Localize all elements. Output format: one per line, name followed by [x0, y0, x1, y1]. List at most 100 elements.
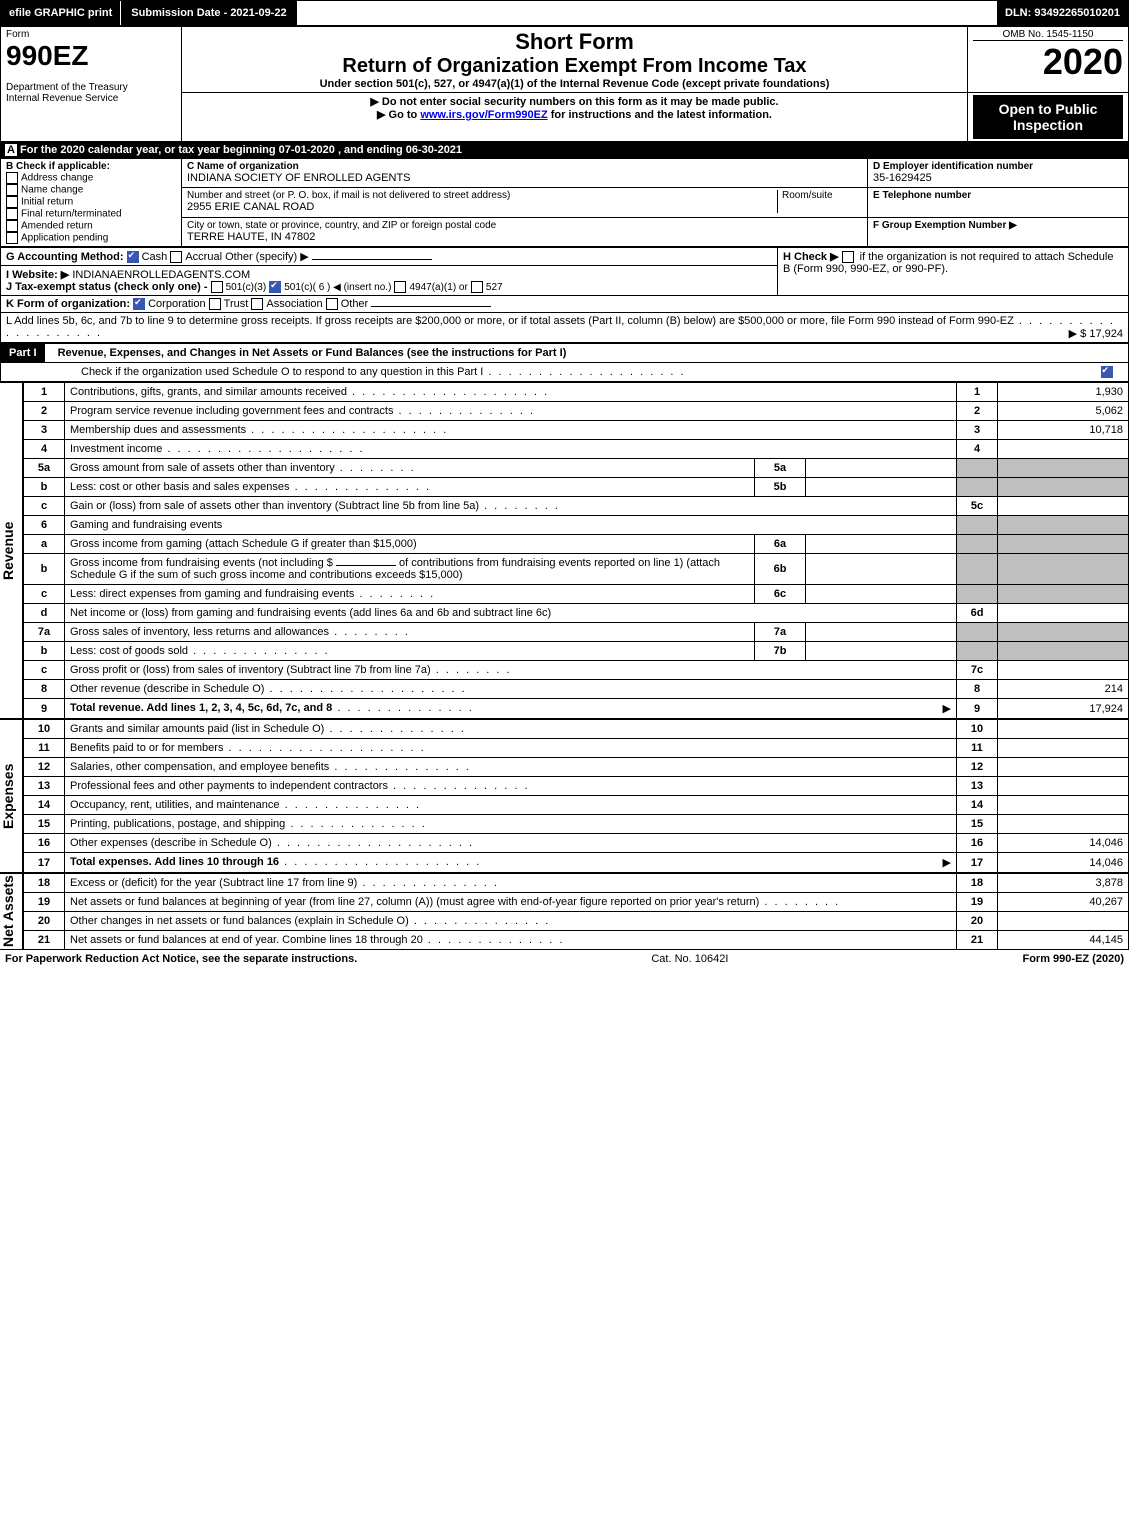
- line-4-desc: Investment income: [65, 440, 957, 459]
- part1-check-line: Check if the organization used Schedule …: [81, 366, 686, 378]
- part1-header: Part I Revenue, Expenses, and Changes in…: [0, 343, 1129, 382]
- j-501c-checkbox[interactable]: [269, 281, 281, 293]
- line-10-desc: Grants and similar amounts paid (list in…: [65, 720, 957, 739]
- efile-print-button[interactable]: efile GRAPHIC print: [1, 1, 121, 25]
- line-18-ref: 18: [957, 874, 998, 893]
- h-checkbox[interactable]: [842, 251, 854, 263]
- line-6a-sub: 6a: [755, 535, 806, 554]
- line-5c-ref: 5c: [957, 497, 998, 516]
- line-7c-ref: 7c: [957, 661, 998, 680]
- line-12-desc: Salaries, other compensation, and employ…: [65, 758, 957, 777]
- line-12-amt: [998, 758, 1129, 777]
- k-assoc-checkbox[interactable]: [251, 298, 263, 310]
- g-accrual-label: Accrual: [185, 251, 222, 263]
- netassets-side-label: Net Assets: [0, 873, 23, 950]
- e-phone-label: E Telephone number: [873, 190, 1123, 201]
- part1-schedule-o-checkbox[interactable]: [1101, 366, 1113, 378]
- c-name-label: C Name of organization: [187, 161, 862, 172]
- return-title: Return of Organization Exempt From Incom…: [187, 55, 962, 78]
- line-5b-desc: Less: cost or other basis and sales expe…: [65, 478, 755, 497]
- i-website-label: I Website: ▶: [6, 269, 69, 281]
- j-527-checkbox[interactable]: [471, 281, 483, 293]
- line-4-amt: [998, 440, 1129, 459]
- j-opt-0: 501(c)(3): [226, 282, 267, 293]
- line-6d-desc: Net income or (loss) from gaming and fun…: [65, 604, 957, 623]
- tax-year: 2020: [973, 41, 1123, 83]
- line-10-ref: 10: [957, 720, 998, 739]
- g-accrual-checkbox[interactable]: [170, 251, 182, 263]
- entity-info-grid: B Check if applicable: Address change Na…: [0, 158, 1129, 247]
- line-5c-desc: Gain or (loss) from sale of assets other…: [65, 497, 957, 516]
- check-initial-return[interactable]: Initial return: [6, 196, 176, 208]
- check-application-pending[interactable]: Application pending: [6, 232, 176, 244]
- page-footer: For Paperwork Reduction Act Notice, see …: [0, 950, 1129, 968]
- line-11-desc: Benefits paid to or for members: [65, 739, 957, 758]
- submission-date-label: Submission Date - 2021-09-22: [121, 1, 296, 25]
- line-14-amt: [998, 796, 1129, 815]
- part1-label: Part I: [1, 344, 45, 362]
- dept-label: Department of the Treasury: [6, 82, 176, 93]
- room-suite-label: Room/suite: [777, 190, 862, 213]
- line-13-amt: [998, 777, 1129, 796]
- form-word: Form: [6, 29, 176, 40]
- line-2-desc: Program service revenue including govern…: [65, 402, 957, 421]
- form-number: 990EZ: [6, 40, 176, 72]
- line-9-desc: Total revenue. Add lines 1, 2, 3, 4, 5c,…: [65, 699, 957, 719]
- city-label: City or town, state or province, country…: [187, 220, 862, 231]
- line-18-desc: Excess or (deficit) for the year (Subtra…: [65, 874, 957, 893]
- city-value: TERRE HAUTE, IN 47802: [187, 231, 862, 243]
- netassets-table: 18Excess or (deficit) for the year (Subt…: [23, 873, 1129, 950]
- line-14-ref: 14: [957, 796, 998, 815]
- line-21-desc: Net assets or fund balances at end of ye…: [65, 931, 957, 950]
- j-label: J Tax-exempt status (check only one) -: [6, 281, 208, 293]
- check-final-return[interactable]: Final return/terminated: [6, 208, 176, 220]
- line-6d-amt: [998, 604, 1129, 623]
- line-19-desc: Net assets or fund balances at beginning…: [65, 893, 957, 912]
- omb-number: OMB No. 1545-1150: [973, 29, 1123, 41]
- street-value: 2955 ERIE CANAL ROAD: [187, 201, 777, 213]
- expenses-side-label: Expenses: [0, 719, 23, 873]
- check-address-change[interactable]: Address change: [6, 172, 176, 184]
- dln-label: DLN: 93492265010201: [997, 1, 1128, 25]
- line-8-amt: 214: [998, 680, 1129, 699]
- j-opt-1: 501(c)( 6 ) ◀ (insert no.): [284, 282, 391, 293]
- section-a-tax-year: A For the 2020 calendar year, or tax yea…: [0, 142, 1129, 158]
- line-8-ref: 8: [957, 680, 998, 699]
- line-6-desc: Gaming and fundraising events: [65, 516, 957, 535]
- line-3-ref: 3: [957, 421, 998, 440]
- line-11-amt: [998, 739, 1129, 758]
- irs-label: Internal Revenue Service: [6, 93, 176, 104]
- line-7b-sub: 7b: [755, 642, 806, 661]
- g-cash-checkbox[interactable]: [127, 251, 139, 263]
- line-16-amt: 14,046: [998, 834, 1129, 853]
- k-corp-checkbox[interactable]: [133, 298, 145, 310]
- irs-link[interactable]: www.irs.gov/Form990EZ: [420, 109, 547, 121]
- line-13-ref: 13: [957, 777, 998, 796]
- footer-left: For Paperwork Reduction Act Notice, see …: [5, 953, 357, 965]
- line-5a-desc: Gross amount from sale of assets other t…: [65, 459, 755, 478]
- public-note-1: ▶ Do not enter social security numbers o…: [187, 95, 962, 108]
- f-group-label: F Group Exemption Number ▶: [873, 220, 1123, 231]
- footer-center: Cat. No. 10642I: [651, 953, 728, 965]
- i-website-value: INDIANAENROLLEDAGENTS.COM: [72, 269, 250, 281]
- k-other-checkbox[interactable]: [326, 298, 338, 310]
- line-9-ref: 9: [957, 699, 998, 719]
- d-ein-label: D Employer identification number: [873, 161, 1123, 172]
- check-amended-return[interactable]: Amended return: [6, 220, 176, 232]
- line-2-ref: 2: [957, 402, 998, 421]
- l-amount: ▶ $ 17,924: [1069, 327, 1123, 340]
- k-trust-checkbox[interactable]: [209, 298, 221, 310]
- line-7a-sub: 7a: [755, 623, 806, 642]
- l-text: L Add lines 5b, 6c, and 7b to line 9 to …: [6, 315, 1115, 339]
- check-name-change[interactable]: Name change: [6, 184, 176, 196]
- j-501c3-checkbox[interactable]: [211, 281, 223, 293]
- meta-section: G Accounting Method: Cash Accrual Other …: [0, 247, 1129, 343]
- line-19-ref: 19: [957, 893, 998, 912]
- j-4947-checkbox[interactable]: [394, 281, 406, 293]
- line-10-amt: [998, 720, 1129, 739]
- line-20-desc: Other changes in net assets or fund bala…: [65, 912, 957, 931]
- line-12-ref: 12: [957, 758, 998, 777]
- g-label: G Accounting Method:: [6, 251, 124, 263]
- note2-pre: ▶ Go to: [377, 109, 420, 121]
- g-cash-label: Cash: [142, 251, 168, 263]
